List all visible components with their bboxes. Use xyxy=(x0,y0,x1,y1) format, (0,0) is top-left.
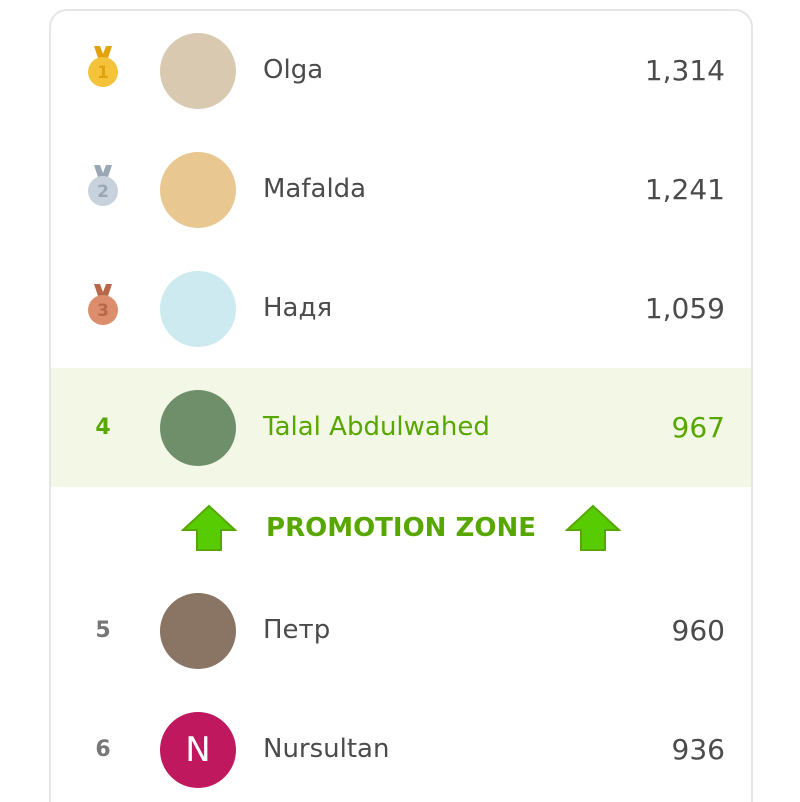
score: 960 xyxy=(671,614,725,647)
avatar xyxy=(160,271,236,347)
user-name: Talal Abdulwahed xyxy=(263,412,490,442)
rank: 5 xyxy=(95,618,111,643)
leaderboard-row: 2 Mafalda 1,241 xyxy=(51,130,751,249)
score: 1,314 xyxy=(644,54,725,87)
leaderboard-row: 6 N Nursultan 936 xyxy=(51,690,751,802)
user-name: Olga xyxy=(263,55,324,85)
score: 967 xyxy=(671,411,725,444)
medal: 2 xyxy=(88,165,118,206)
rank: 4 xyxy=(95,415,111,440)
rank: 1 xyxy=(97,63,109,83)
user-name: Надя xyxy=(263,293,333,323)
promotion-zone: PROMOTION ZONE xyxy=(51,487,751,569)
up-arrow xyxy=(181,504,237,551)
promotion-zone-label: PROMOTION ZONE xyxy=(266,513,536,543)
leaderboard-row: 4 Talal Abdulwahed 967 xyxy=(51,368,751,487)
avatar: N xyxy=(160,712,236,788)
rank: 3 xyxy=(97,301,109,321)
up-arrow xyxy=(565,504,621,551)
score: 1,241 xyxy=(644,173,725,206)
avatar-initial: N xyxy=(160,712,236,788)
leaderboard-row: 1 Olga 1,314 xyxy=(51,11,751,130)
medal: 3 xyxy=(88,284,118,325)
user-name: Mafalda xyxy=(263,174,367,204)
avatar xyxy=(160,593,236,669)
rank: 6 xyxy=(95,737,111,762)
medal: 1 xyxy=(88,46,118,87)
user-name: Петр xyxy=(263,615,331,645)
user-name: Nursultan xyxy=(263,734,390,764)
leaderboard-row: 5 Петр 960 xyxy=(51,571,751,690)
avatar xyxy=(160,33,236,109)
score: 936 xyxy=(671,733,725,766)
rank: 2 xyxy=(97,182,109,202)
leaderboard-card: PROMOTION ZONE 1 Olga 1,314 2 Mafalda 1,241 3 Н… xyxy=(49,9,753,802)
score: 1,059 xyxy=(644,292,725,325)
avatar xyxy=(160,390,236,466)
avatar xyxy=(160,152,236,228)
leaderboard-row: 3 Надя 1,059 xyxy=(51,249,751,368)
